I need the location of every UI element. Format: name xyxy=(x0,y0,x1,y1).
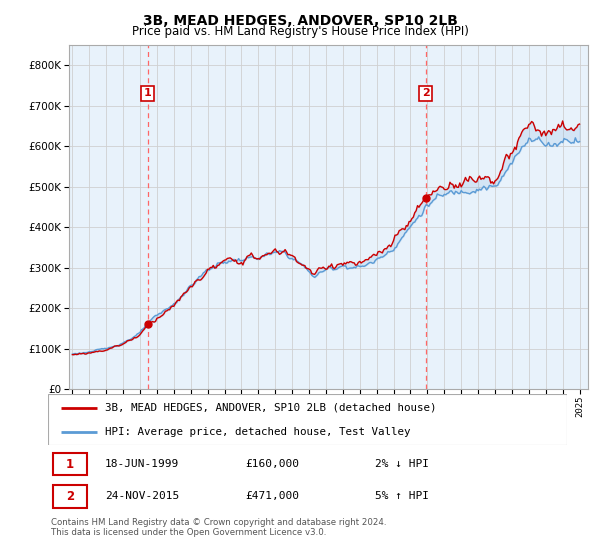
Text: 1: 1 xyxy=(66,458,74,470)
Text: 3B, MEAD HEDGES, ANDOVER, SP10 2LB: 3B, MEAD HEDGES, ANDOVER, SP10 2LB xyxy=(143,14,457,28)
Text: 2: 2 xyxy=(422,88,430,99)
Text: 24-NOV-2015: 24-NOV-2015 xyxy=(105,491,179,501)
Text: Contains HM Land Registry data © Crown copyright and database right 2024.
This d: Contains HM Land Registry data © Crown c… xyxy=(51,518,386,538)
Bar xyxy=(53,485,87,507)
Text: 18-JUN-1999: 18-JUN-1999 xyxy=(105,459,179,469)
Text: £160,000: £160,000 xyxy=(245,459,299,469)
Text: Price paid vs. HM Land Registry's House Price Index (HPI): Price paid vs. HM Land Registry's House … xyxy=(131,25,469,38)
Text: 5% ↑ HPI: 5% ↑ HPI xyxy=(375,491,429,501)
Text: 1: 1 xyxy=(144,88,152,99)
Text: 3B, MEAD HEDGES, ANDOVER, SP10 2LB (detached house): 3B, MEAD HEDGES, ANDOVER, SP10 2LB (deta… xyxy=(105,403,437,413)
Bar xyxy=(53,453,87,475)
Text: 2: 2 xyxy=(66,490,74,503)
Text: HPI: Average price, detached house, Test Valley: HPI: Average price, detached house, Test… xyxy=(105,427,410,437)
Text: 2% ↓ HPI: 2% ↓ HPI xyxy=(375,459,429,469)
Text: £471,000: £471,000 xyxy=(245,491,299,501)
